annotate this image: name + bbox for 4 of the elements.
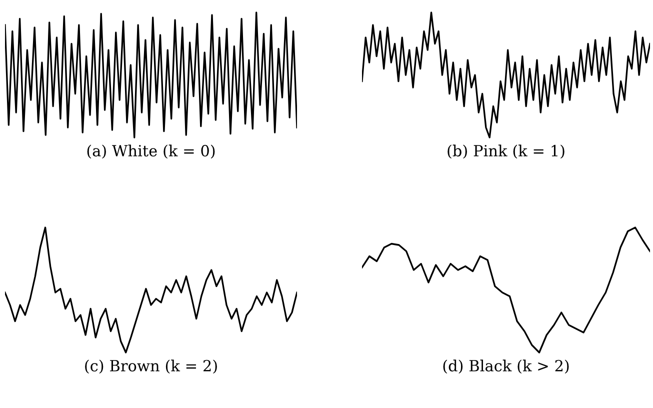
text: (a) White (k = 0) [87,144,215,159]
text: (c) Brown (k = 2) [85,360,217,374]
text: (b) Pink (k = 1) [448,144,564,159]
text: (d) Black (k > 2) [443,360,569,374]
